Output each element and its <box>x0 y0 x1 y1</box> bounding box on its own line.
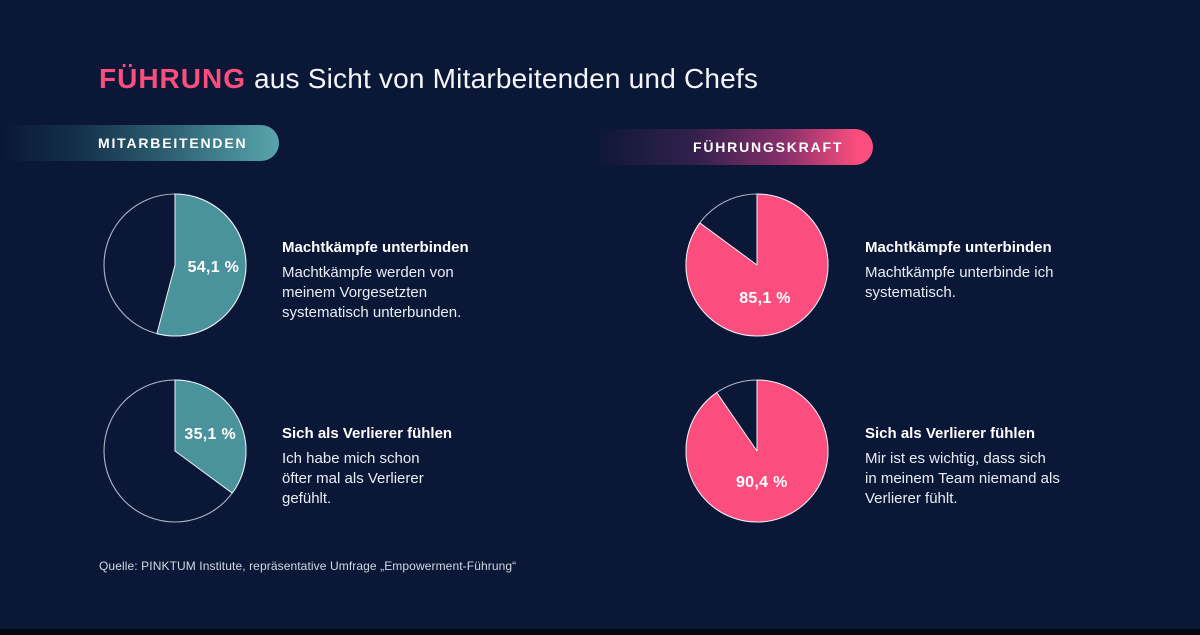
pie-svg <box>685 193 829 337</box>
caption-heading: Sich als Verlierer fühlen <box>282 425 453 442</box>
group-pill-employees-label: MITARBEITENDEN <box>98 135 248 151</box>
pie-svg <box>685 379 829 523</box>
pie-value-label: 35,1 % <box>184 426 236 443</box>
title-rest: aus Sicht von Mitarbeitenden und Chefs <box>246 62 759 94</box>
caption-text: Ich habe mich schon öfter mal als Verlie… <box>282 450 424 507</box>
caption-heading: Machtkämpfe unterbinden <box>282 239 469 256</box>
pie-chart-leaders-machtkaempfe: 85,1 % <box>677 185 837 345</box>
pie-value-label: 90,4 % <box>735 474 788 491</box>
title-highlight: FÜHRUNG <box>99 62 246 94</box>
caption-text: Machtkämpfe unterbinde ich systematisch. <box>865 264 1054 301</box>
group-pill-employees: MITARBEITENDEN <box>0 125 279 161</box>
pie-svg <box>103 193 247 337</box>
pie-svg <box>103 379 247 523</box>
caption-heading: Machtkämpfe unterbinden <box>865 239 1052 256</box>
caption-employees-machtkaempfe: Machtkämpfe unterbinden Machtkämpfe werd… <box>282 238 537 323</box>
pie-chart-employees-verlierer: 35,1 % <box>95 371 255 531</box>
group-pill-leaders: FÜHRUNGSKRAFT <box>600 129 873 165</box>
pie-chart-leaders-verlierer: 90,4 % <box>677 371 837 531</box>
bottom-bar <box>0 629 1200 635</box>
page-title: FÜHRUNG aus Sicht von Mitarbeitenden und… <box>99 63 758 95</box>
caption-heading: Sich als Verlierer fühlen <box>865 425 1036 442</box>
caption-text: Mir ist es wichtig, dass sich in meinem … <box>865 450 1060 507</box>
caption-text: Machtkämpfe werden von meinem Vorgesetzt… <box>282 264 462 321</box>
source-note: Quelle: PINKTUM Institute, repräsentativ… <box>99 559 517 573</box>
pie-chart-employees-machtkaempfe: 54,1 % <box>95 185 255 345</box>
pie-value-label: 54,1 % <box>187 259 240 277</box>
caption-leaders-verlierer: Sich als Verlierer fühlen Mir ist es wic… <box>865 424 1120 509</box>
caption-employees-verlierer: Sich als Verlierer fühlen Ich habe mich … <box>282 424 537 509</box>
pie-value-label: 85,1 % <box>739 289 791 307</box>
caption-leaders-machtkaempfe: Machtkämpfe unterbinden Machtkämpfe unte… <box>865 238 1120 303</box>
group-pill-leaders-label: FÜHRUNGSKRAFT <box>693 139 844 155</box>
